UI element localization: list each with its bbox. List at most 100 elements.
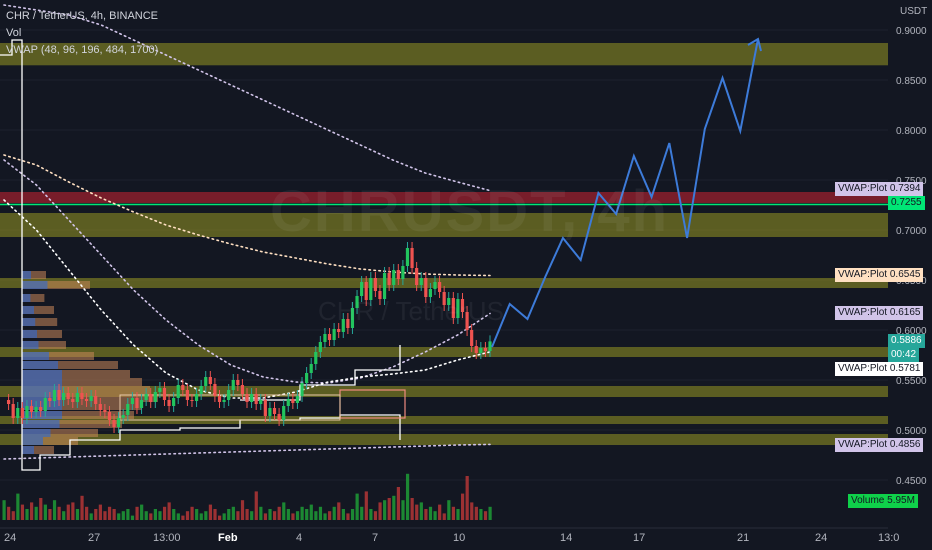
candle-body <box>415 268 419 285</box>
candle-body <box>208 377 212 384</box>
volume-bar <box>34 506 38 520</box>
candle-body <box>227 390 231 400</box>
candle-body <box>360 282 364 296</box>
candle-body <box>396 270 400 279</box>
volume-bar <box>392 495 396 520</box>
symbol-watermark: CHRUSDT, 4h <box>270 179 670 244</box>
profile-bar <box>22 370 130 378</box>
candle-body <box>323 334 327 342</box>
volume-bar <box>62 511 66 520</box>
x-tick-label: Feb <box>218 532 238 544</box>
candle-body <box>11 404 15 418</box>
zone-yellow <box>0 278 888 288</box>
candle-body <box>103 410 107 412</box>
profile-bar <box>22 294 45 302</box>
volume-bar <box>263 513 268 520</box>
volume-bar <box>451 506 456 520</box>
candle-body <box>185 390 189 400</box>
projection-arrowhead <box>747 37 762 52</box>
x-tick-label: 24 <box>4 532 16 544</box>
vwap-line <box>3 443 491 460</box>
candle-body <box>483 348 488 351</box>
volume-bar <box>227 509 231 520</box>
volume-bar <box>369 509 373 520</box>
candle-body <box>162 388 167 400</box>
volume-bar <box>479 509 483 520</box>
x-tick-label: 14 <box>560 532 572 544</box>
volume-bar <box>286 509 290 520</box>
profile-bar <box>22 429 98 437</box>
volume-bar <box>240 500 245 520</box>
legend-vwap[interactable]: VWAP (48, 96, 196, 484, 1700) <box>6 44 159 56</box>
candle-body <box>48 398 52 401</box>
candle-body <box>465 312 469 330</box>
zone-yellow <box>0 43 888 66</box>
vwap-line <box>3 159 491 384</box>
candle-body <box>57 390 61 400</box>
volume-bar <box>328 511 332 520</box>
volume-bar <box>245 509 249 520</box>
candle-body <box>222 400 226 402</box>
x-tick-label: 13:00 <box>153 532 181 544</box>
profile-bar-core <box>22 420 60 428</box>
volume-bar <box>250 511 254 520</box>
profile-bar-core <box>22 429 51 437</box>
y-tick-label: 0.9000 <box>896 26 927 37</box>
candle-body <box>240 385 245 394</box>
candle-body <box>62 393 66 400</box>
candle-body <box>369 278 373 300</box>
candle-body <box>199 386 203 394</box>
volume-bar <box>378 502 382 520</box>
candle-body <box>84 399 89 401</box>
profile-bar <box>22 378 142 386</box>
y-tick-label: 0.4500 <box>896 476 927 487</box>
candle-body <box>309 364 313 373</box>
x-tick-label: 27 <box>88 532 100 544</box>
candle-body <box>16 408 20 418</box>
profile-bar <box>22 402 142 410</box>
candle-body <box>442 292 446 305</box>
candle-body <box>392 270 396 285</box>
profile-bar <box>22 437 78 445</box>
candle-body <box>176 385 180 398</box>
zone-yellow <box>0 386 888 397</box>
candle-body <box>456 299 460 318</box>
candle-body <box>66 393 70 399</box>
zone-yellow <box>0 434 888 445</box>
candle-body <box>181 385 185 390</box>
profile-bar <box>22 411 134 419</box>
volume-bar <box>176 513 180 520</box>
y-tick-label: 0.7500 <box>896 176 927 187</box>
candle-body <box>263 400 267 416</box>
price-tag: VWAP:Plot 0.7394 <box>835 182 924 196</box>
candle-body <box>236 380 240 385</box>
volume-bar <box>222 513 226 520</box>
candle-body <box>332 329 336 340</box>
profile-bar <box>22 341 66 349</box>
x-tick-label: 17 <box>633 532 645 544</box>
candle-body <box>300 383 304 396</box>
legend-symbol[interactable]: CHR / TetherUS, 4h, BINANCE <box>6 10 159 22</box>
candle-body <box>144 394 148 400</box>
volume-bar <box>144 511 148 520</box>
price-zones <box>0 43 888 445</box>
volume-bar <box>314 511 318 520</box>
legend-volume[interactable]: Vol <box>6 27 22 39</box>
volume-bar <box>167 502 171 520</box>
volume-bar <box>117 513 121 520</box>
volume-bar <box>460 493 465 520</box>
candle-body <box>378 291 382 299</box>
volume-bar <box>20 504 25 520</box>
profile-bar-core <box>22 318 36 326</box>
candle-body <box>479 348 483 353</box>
candle-body <box>6 400 11 404</box>
volume-bar <box>337 502 341 520</box>
profile-bar <box>22 386 150 394</box>
x-tick-label: 13:0 <box>878 532 899 544</box>
candle-body <box>346 319 350 328</box>
candle-body <box>190 400 194 401</box>
volume-bar <box>456 509 460 520</box>
volume-bar <box>405 473 410 520</box>
candle-body <box>314 352 318 364</box>
